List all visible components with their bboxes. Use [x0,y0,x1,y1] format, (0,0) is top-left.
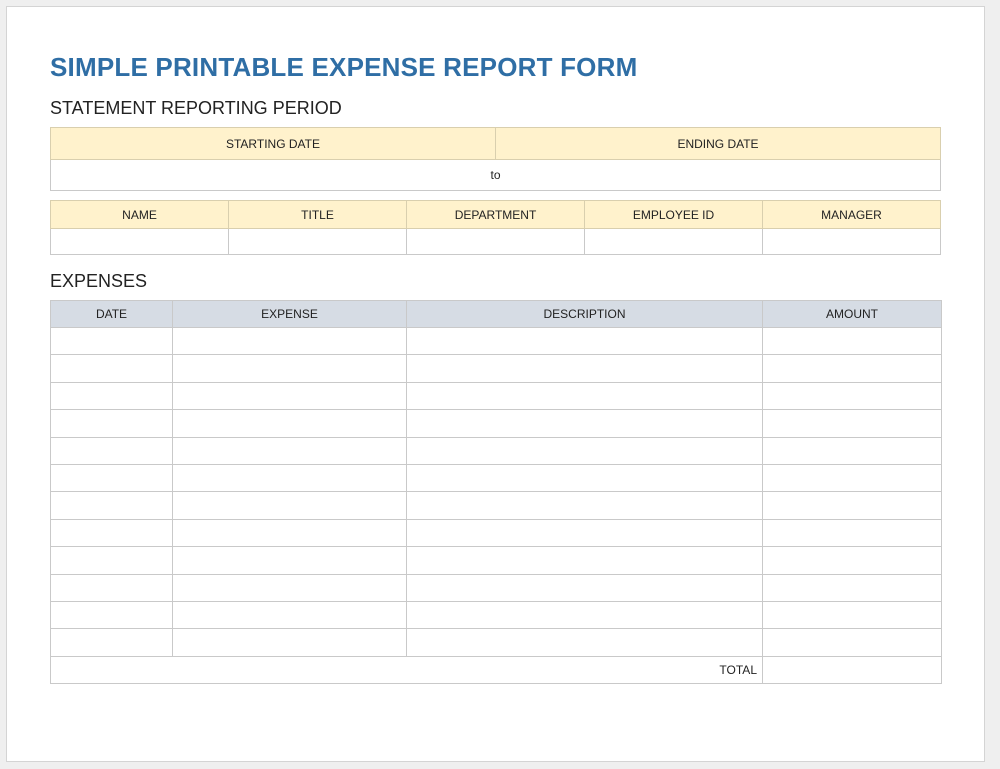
expense-row [50,354,942,383]
amount-header: AMOUNT [762,300,942,328]
expense-row [50,463,942,493]
description-cell[interactable] [406,600,763,630]
expense-cell[interactable] [172,409,407,438]
date-cell[interactable] [50,546,173,575]
description-cell[interactable] [406,436,763,465]
amount-cell[interactable] [762,381,942,411]
expense-row [50,518,942,548]
description-cell[interactable] [406,463,763,493]
name-header: NAME [50,200,229,229]
expense-cell[interactable] [172,518,407,548]
expense-cell[interactable] [172,491,407,520]
date-cell[interactable] [50,381,173,411]
expense-cell[interactable] [172,573,407,602]
amount-cell[interactable] [762,326,942,356]
amount-cell[interactable] [762,546,942,575]
amount-cell[interactable] [762,518,942,548]
starting-date-header: STARTING DATE [50,127,496,160]
date-cell[interactable] [50,409,173,438]
description-cell[interactable] [406,491,763,520]
date-cell[interactable] [50,436,173,465]
expense-row [50,491,942,520]
page-title: SIMPLE PRINTABLE EXPENSE REPORT FORM [50,52,638,82]
expense-cell[interactable] [172,326,407,356]
expense-cell[interactable] [172,381,407,411]
date-cell[interactable] [50,463,173,493]
title-field[interactable] [228,228,407,255]
date-cell[interactable] [50,518,173,548]
description-cell[interactable] [406,381,763,411]
amount-cell[interactable] [762,600,942,630]
employee-info-table: NAME TITLE DEPARTMENT EMPLOYEE ID MANAGE… [50,200,941,255]
name-field[interactable] [50,228,229,255]
description-cell[interactable] [406,573,763,602]
expense-cell[interactable] [172,628,407,657]
expense-row [50,546,942,575]
description-cell[interactable] [406,354,763,383]
date-header: DATE [50,300,173,328]
description-cell[interactable] [406,518,763,548]
description-cell[interactable] [406,546,763,575]
amount-cell[interactable] [762,491,942,520]
amount-cell[interactable] [762,436,942,465]
date-cell[interactable] [50,491,173,520]
description-header: DESCRIPTION [406,300,763,328]
title-header: TITLE [228,200,407,229]
employee-id-field[interactable] [584,228,763,255]
expense-row [50,573,942,602]
amount-cell[interactable] [762,573,942,602]
amount-cell[interactable] [762,628,942,657]
expense-cell[interactable] [172,546,407,575]
total-label: TOTAL [50,655,763,684]
expense-cell[interactable] [172,436,407,465]
expense-row [50,326,942,356]
period-heading: STATEMENT REPORTING PERIOD [50,98,342,118]
description-cell[interactable] [406,628,763,657]
amount-cell[interactable] [762,409,942,438]
expense-row [50,436,942,465]
expense-cell[interactable] [172,463,407,493]
expense-cell[interactable] [172,600,407,630]
amount-cell[interactable] [762,354,942,383]
manager-header: MANAGER [762,200,941,229]
reporting-period-table: STARTING DATE ENDING DATE to [50,127,941,191]
ending-date-header: ENDING DATE [495,127,941,160]
expenses-table: DATE EXPENSE DESCRIPTION AMOUNT TOTAL [50,300,942,684]
expenses-heading: EXPENSES [50,271,148,291]
department-header: DEPARTMENT [406,200,585,229]
date-cell[interactable] [50,600,173,630]
description-cell[interactable] [406,409,763,438]
date-cell[interactable] [50,326,173,356]
expense-cell[interactable] [172,354,407,383]
employee-id-header: EMPLOYEE ID [584,200,763,229]
description-cell[interactable] [406,326,763,356]
expense-row [50,381,942,411]
expense-header: EXPENSE [172,300,407,328]
date-cell[interactable] [50,573,173,602]
expense-row [50,628,942,657]
expense-row [50,409,942,438]
total-amount-field[interactable] [762,655,942,684]
department-field[interactable] [406,228,585,255]
expense-row [50,600,942,630]
period-date-field[interactable]: to [50,159,941,191]
amount-cell[interactable] [762,463,942,493]
date-cell[interactable] [50,628,173,657]
date-cell[interactable] [50,354,173,383]
manager-field[interactable] [762,228,941,255]
